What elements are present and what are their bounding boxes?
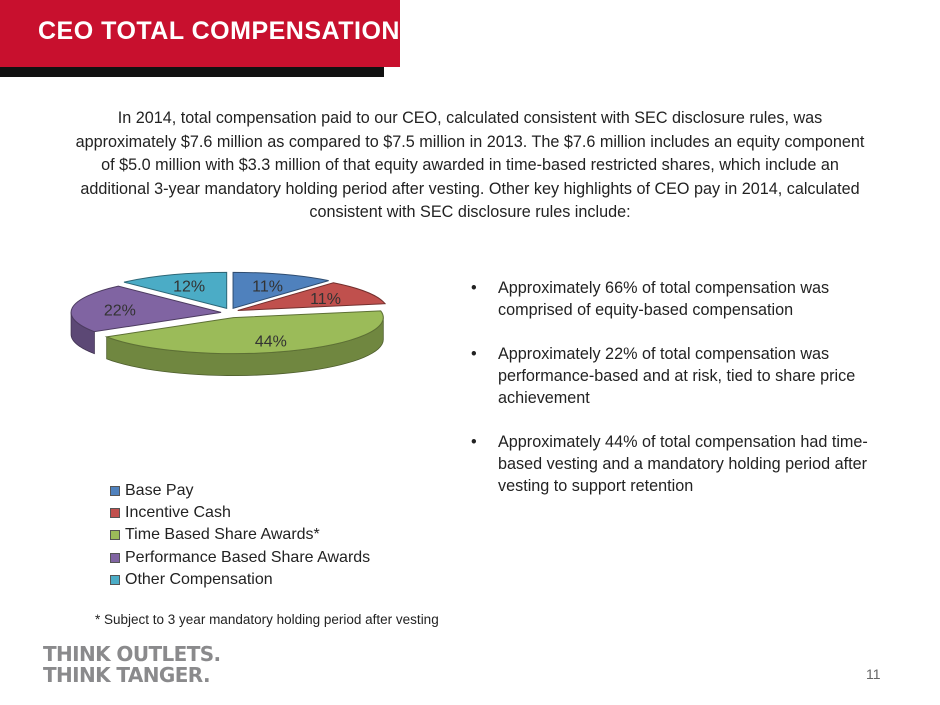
legend-label: Time Based Share Awards* bbox=[125, 526, 320, 544]
footnote: * Subject to 3 year mandatory holding pe… bbox=[95, 612, 439, 627]
pie-slice bbox=[104, 310, 384, 355]
pie-data-label: 11% bbox=[310, 291, 341, 308]
legend-label: Other Compensation bbox=[125, 570, 273, 588]
brand-logo: THINK OUTLETS. THINK TANGER. bbox=[43, 644, 221, 686]
compensation-pie-chart: 11% 11% 44% 22% 12% bbox=[70, 271, 387, 376]
highlights-list: • Approximately 66% of total compensatio… bbox=[470, 277, 870, 519]
title-bar-shadow bbox=[0, 67, 384, 77]
highlight-item: • Approximately 44% of total compensatio… bbox=[470, 431, 870, 497]
pie-data-label: 12% bbox=[173, 279, 205, 296]
legend-label: Incentive Cash bbox=[125, 504, 231, 522]
highlight-text: Approximately 44% of total compensation … bbox=[498, 433, 868, 495]
chart-legend: Base Pay Incentive Cash Time Based Share… bbox=[110, 480, 370, 591]
legend-swatch bbox=[110, 530, 120, 541]
legend-item: Incentive Cash bbox=[110, 502, 370, 524]
pie-slice bbox=[232, 271, 329, 310]
bullet-marker: • bbox=[471, 279, 477, 297]
intro-paragraph: In 2014, total compensation paid to our … bbox=[75, 109, 865, 221]
pie-data-label: 11% bbox=[252, 278, 283, 295]
pie-slice bbox=[70, 285, 222, 333]
brand-line-1: THINK OUTLETS. bbox=[43, 642, 221, 666]
legend-swatch bbox=[110, 552, 120, 563]
legend-label: Base Pay bbox=[125, 482, 194, 500]
pie-data-label: 22% bbox=[104, 302, 136, 319]
highlight-item: • Approximately 22% of total compensatio… bbox=[470, 343, 870, 409]
bullet-marker: • bbox=[471, 345, 477, 363]
highlight-text: Approximately 22% of total compensation … bbox=[498, 345, 856, 407]
brand-line-2: THINK TANGER. bbox=[43, 663, 211, 687]
legend-swatch bbox=[110, 574, 120, 585]
legend-swatch bbox=[110, 508, 120, 519]
pie-data-label: 44% bbox=[255, 333, 287, 350]
highlight-item: • Approximately 66% of total compensatio… bbox=[470, 277, 870, 321]
legend-item: Performance Based Share Awards bbox=[110, 547, 370, 569]
highlight-text: Approximately 66% of total compensation … bbox=[498, 279, 830, 319]
legend-swatch bbox=[110, 486, 120, 497]
title-bar bbox=[0, 0, 400, 67]
legend-item: Time Based Share Awards* bbox=[110, 524, 370, 546]
legend-item: Base Pay bbox=[110, 480, 370, 502]
legend-item: Other Compensation bbox=[110, 569, 370, 591]
pie-slice bbox=[123, 271, 228, 310]
bullet-marker: • bbox=[471, 433, 477, 451]
legend-label: Performance Based Share Awards bbox=[125, 548, 371, 566]
page-title: CEO TOTAL COMPENSATION bbox=[38, 17, 400, 45]
pie-slice bbox=[237, 282, 387, 311]
page-number: 11 bbox=[866, 666, 881, 682]
